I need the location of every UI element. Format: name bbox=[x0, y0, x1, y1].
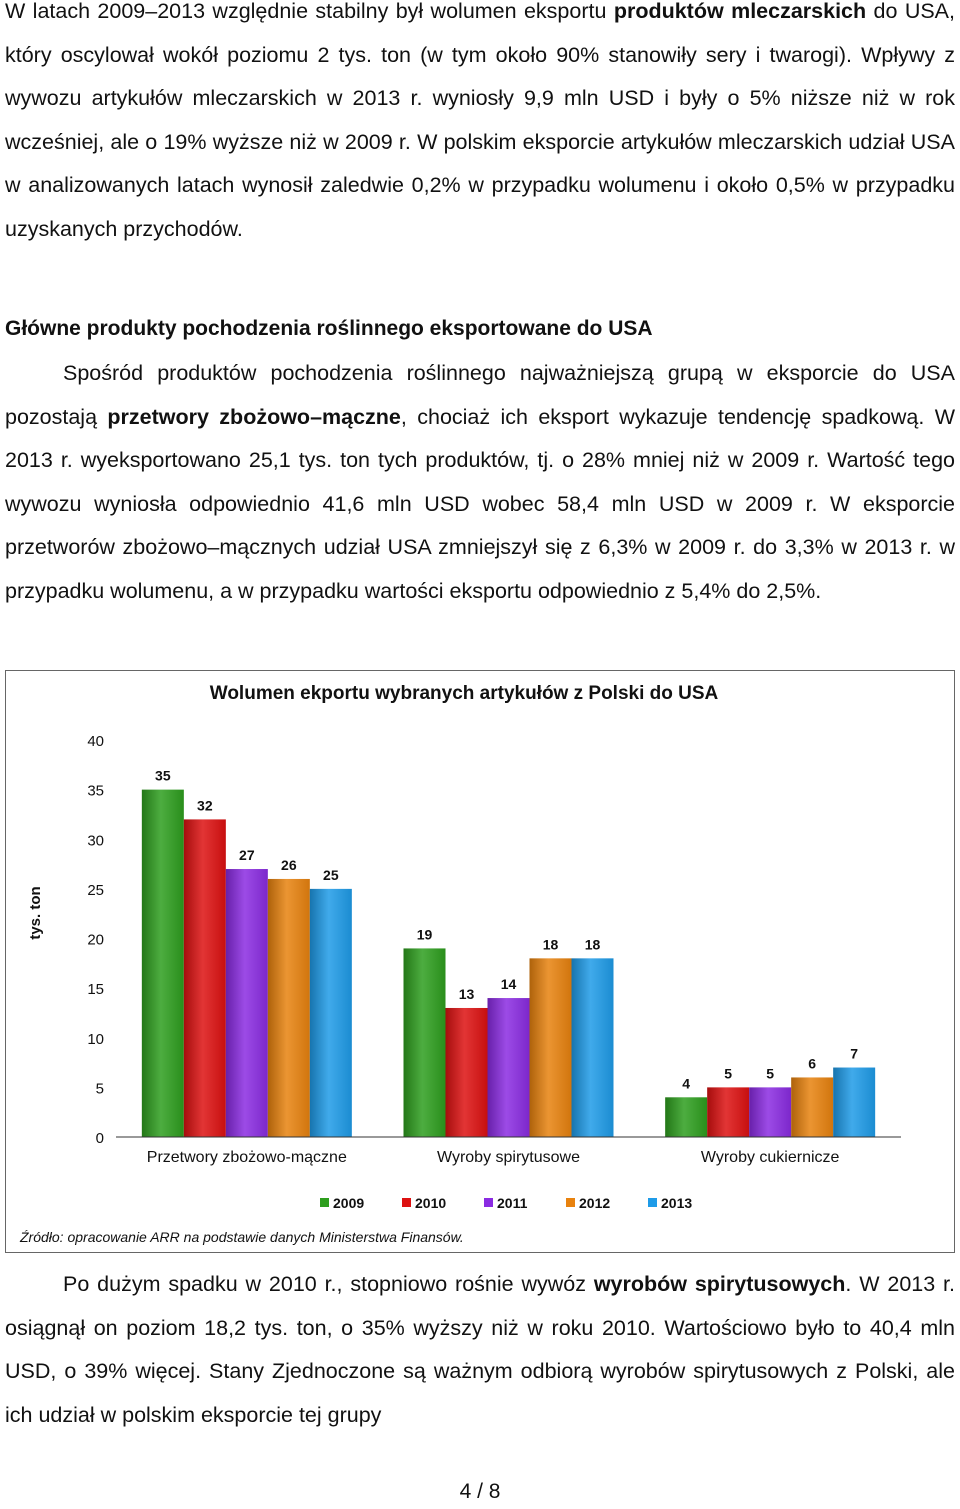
y-tick-label: 40 bbox=[87, 733, 104, 750]
bar-2013-0 bbox=[309, 888, 352, 1137]
y-tick-label: 5 bbox=[96, 1080, 104, 1097]
paragraph-spirits: Po dużym spadku w 2010 r., stopniowo roś… bbox=[5, 1272, 955, 1427]
legend-swatch-2011 bbox=[484, 1198, 493, 1207]
bar-2011-2 bbox=[749, 1087, 792, 1137]
bar-2012-0 bbox=[267, 878, 310, 1137]
bar-2009-1 bbox=[403, 948, 446, 1137]
category-label: Przetwory zbożowo-mączne bbox=[147, 1149, 347, 1166]
bar-value-label: 13 bbox=[459, 986, 475, 1002]
bar-2013-1 bbox=[571, 958, 614, 1137]
bar-value-label: 26 bbox=[281, 857, 297, 873]
bar-value-label: 4 bbox=[682, 1075, 690, 1091]
bold-cereal-products: przetwory zbożowo–mączne bbox=[107, 404, 401, 429]
bar-2010-1 bbox=[445, 1007, 488, 1137]
legend-label: 2012 bbox=[579, 1195, 610, 1211]
legend-swatch-2009 bbox=[320, 1198, 329, 1207]
bar-2009-0 bbox=[141, 789, 184, 1137]
bar-value-label: 14 bbox=[501, 976, 517, 992]
chart-source-note: Źródło: opracowanie ARR na podstawie dan… bbox=[19, 1229, 464, 1245]
section-heading: Główne produkty pochodzenia roślinnego e… bbox=[5, 317, 653, 340]
y-tick-label: 25 bbox=[87, 882, 104, 899]
paragraph-cereal: Spośród produktów pochodzenia roślinnego… bbox=[5, 361, 956, 603]
y-axis-label: tys. ton bbox=[27, 886, 44, 939]
legend-swatch-2013 bbox=[648, 1198, 657, 1207]
chart-legend: 2009 2010 2011 2012 2013 bbox=[320, 1195, 692, 1211]
bar-value-label: 25 bbox=[323, 867, 339, 883]
legend-label: 2009 bbox=[333, 1195, 364, 1211]
chart-container: Wolumen ekportu wybranych artykułów z Po… bbox=[5, 670, 955, 1253]
legend-label: 2013 bbox=[661, 1195, 692, 1211]
category-label: Wyroby spirytusowe bbox=[437, 1149, 580, 1166]
bar-value-label: 35 bbox=[155, 768, 171, 784]
bar-value-label: 32 bbox=[197, 797, 213, 813]
bar-2009-2 bbox=[665, 1097, 708, 1137]
y-tick-label: 0 bbox=[96, 1130, 104, 1147]
bar-value-label: 6 bbox=[808, 1055, 816, 1071]
bar-2010-0 bbox=[183, 819, 226, 1137]
bar-chart: Wolumen ekportu wybranych artykułów z Po… bbox=[19, 683, 901, 1245]
bar-value-label: 18 bbox=[543, 936, 559, 952]
category-label: Wyroby cukiernicze bbox=[701, 1149, 840, 1166]
legend-swatch-2010 bbox=[402, 1198, 411, 1207]
bar-value-label: 18 bbox=[585, 936, 601, 952]
bold-dairy-products: produktów mleczarskich bbox=[613, 0, 867, 23]
bar-value-label: 19 bbox=[417, 926, 433, 942]
bar-2012-2 bbox=[791, 1077, 834, 1137]
y-tick-label: 10 bbox=[87, 1031, 104, 1048]
page-number: 4 / 8 bbox=[459, 1480, 501, 1503]
bar-2010-2 bbox=[707, 1087, 750, 1137]
chart-title: Wolumen ekportu wybranych artykułów z Po… bbox=[210, 683, 719, 704]
legend-label: 2010 bbox=[415, 1195, 446, 1211]
y-tick-label: 15 bbox=[87, 981, 104, 998]
legend-swatch-2012 bbox=[566, 1198, 575, 1207]
bar-value-label: 5 bbox=[766, 1065, 774, 1081]
y-tick-label: 20 bbox=[87, 932, 104, 949]
legend-label: 2011 bbox=[497, 1195, 528, 1211]
bar-2013-2 bbox=[833, 1067, 876, 1137]
bar-2011-0 bbox=[225, 869, 268, 1137]
y-tick-label: 30 bbox=[87, 832, 104, 849]
bar-2012-1 bbox=[529, 958, 572, 1137]
y-tick-label: 35 bbox=[87, 783, 104, 800]
bar-value-label: 27 bbox=[239, 847, 255, 863]
paragraph-dairy: W latach 2009–2013 względnie stabilny by… bbox=[5, 0, 955, 241]
bar-2011-1 bbox=[487, 998, 530, 1137]
bar-value-label: 7 bbox=[850, 1046, 858, 1062]
bar-value-label: 5 bbox=[724, 1065, 732, 1081]
bold-spirits-products: wyrobów spirytusowych bbox=[593, 1272, 846, 1296]
